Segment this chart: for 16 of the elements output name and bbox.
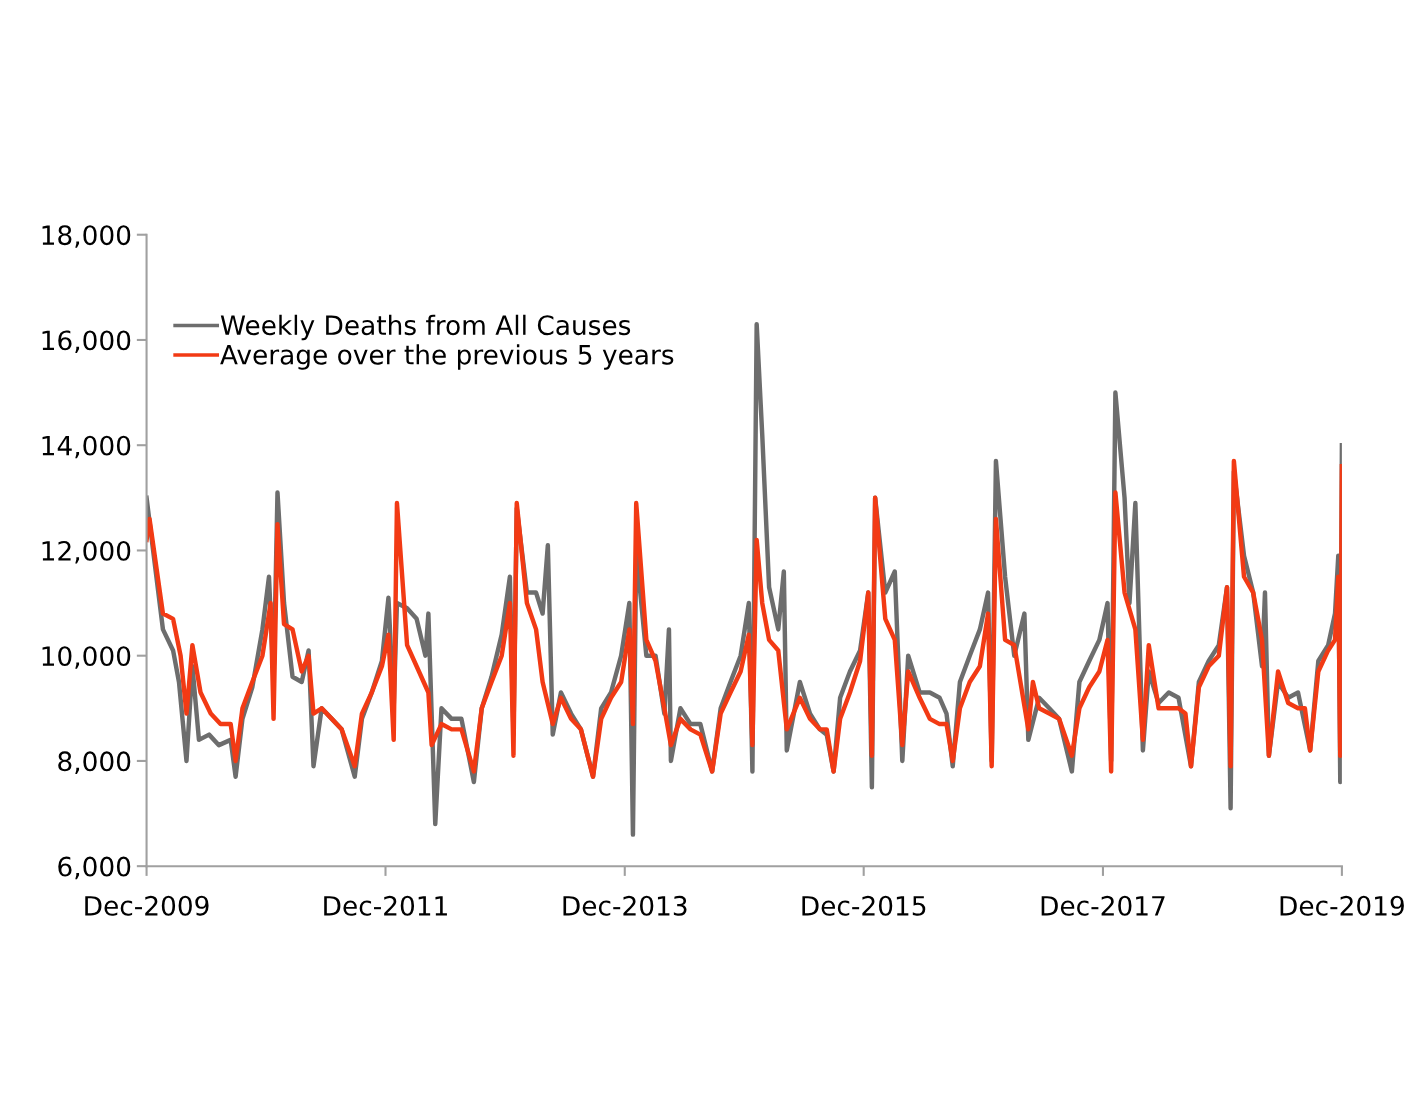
y-tick-label: 14,000 (42, 435, 131, 459)
y-tick-label: 16,000 (42, 330, 131, 354)
y-tick-label: 8,000 (58, 751, 131, 775)
y-tick-label: 18,000 (42, 225, 131, 248)
x-tick-label: Dec-2011 (324, 895, 447, 916)
x-tick-label: Dec-2015 (802, 895, 926, 916)
x-tick-label: Dec-2017 (1041, 895, 1165, 916)
x-tick-label: Dec-2009 (85, 895, 209, 916)
legend-label: Weekly Deaths from All Causes (220, 314, 631, 341)
y-tick-label: 10,000 (42, 646, 131, 669)
y-tick-label: 12,000 (42, 540, 131, 564)
line-series (146, 458, 1342, 779)
y-tick-label: 6,000 (58, 856, 131, 880)
x-tick-label: Dec-2019 (1280, 895, 1404, 916)
legend-label: Average over the previous 5 years (220, 344, 674, 370)
x-tick-label: Dec-2013 (563, 895, 687, 916)
